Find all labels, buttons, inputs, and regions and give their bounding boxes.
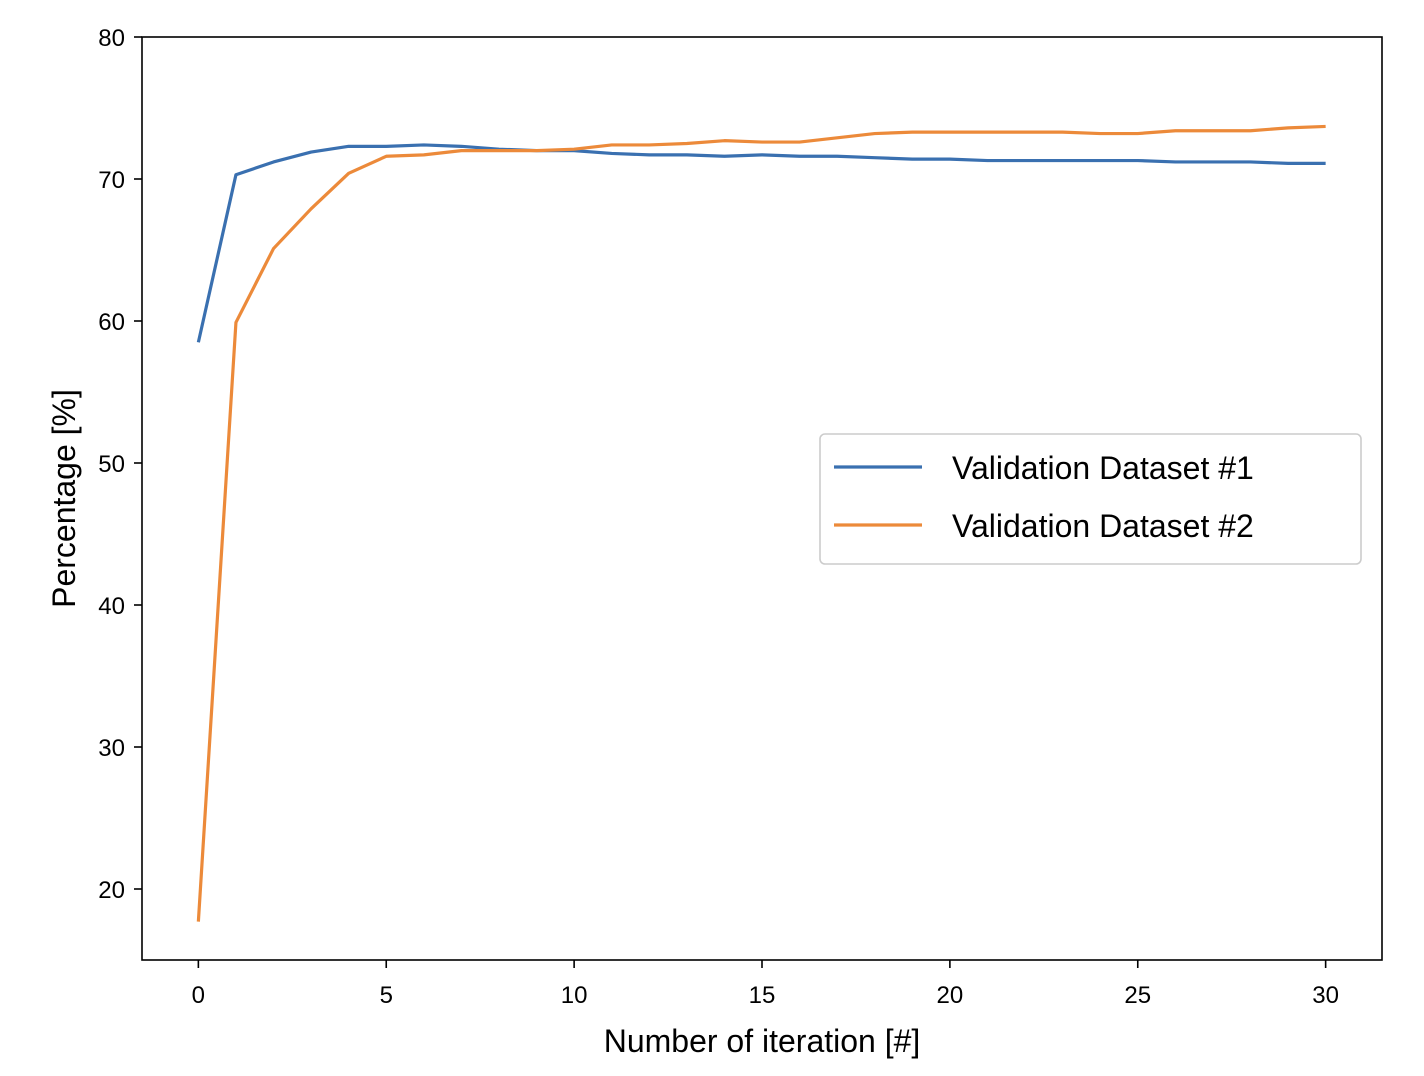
y-axis-label: Percentage [%]: [46, 389, 82, 608]
x-tick-label-20: 20: [937, 982, 964, 1009]
legend-box: [819, 433, 1362, 565]
y-tick-label-70: 70: [98, 167, 125, 194]
series-line-dataset-2: [196, 124, 1326, 922]
legend: Validation Dataset #1 Validation Dataset…: [819, 433, 1362, 565]
legend-label-dataset-1: Validation Dataset #1: [952, 450, 1254, 486]
y-tick-label-50: 50: [98, 451, 125, 478]
x-tick-label-10: 10: [561, 982, 588, 1009]
x-tick-label-0: 0: [192, 982, 205, 1009]
y-tick-label-80: 80: [98, 25, 125, 52]
y-tick-label-30: 30: [98, 735, 125, 762]
series-line-dataset-1: [196, 143, 1326, 343]
y-tick-label-60: 60: [98, 309, 125, 336]
plot-frame: [141, 36, 1383, 961]
x-tick-label-15: 15: [749, 982, 776, 1009]
x-tick-label-5: 5: [380, 982, 393, 1009]
x-axis-label: Number of iteration [#]: [604, 1023, 921, 1059]
series-lines: [196, 124, 1326, 922]
y-tick-label-40: 40: [98, 593, 125, 620]
legend-label-dataset-2: Validation Dataset #2: [952, 508, 1254, 544]
x-tick-label-30: 30: [1312, 982, 1339, 1009]
y-tick-label-20: 20: [98, 877, 125, 904]
y-axis-ticks: 20 30 40 50 60 70 80: [98, 25, 142, 904]
x-axis-ticks: 0 5 10 15 20 25 30: [192, 960, 1339, 1009]
x-tick-label-25: 25: [1124, 982, 1151, 1009]
